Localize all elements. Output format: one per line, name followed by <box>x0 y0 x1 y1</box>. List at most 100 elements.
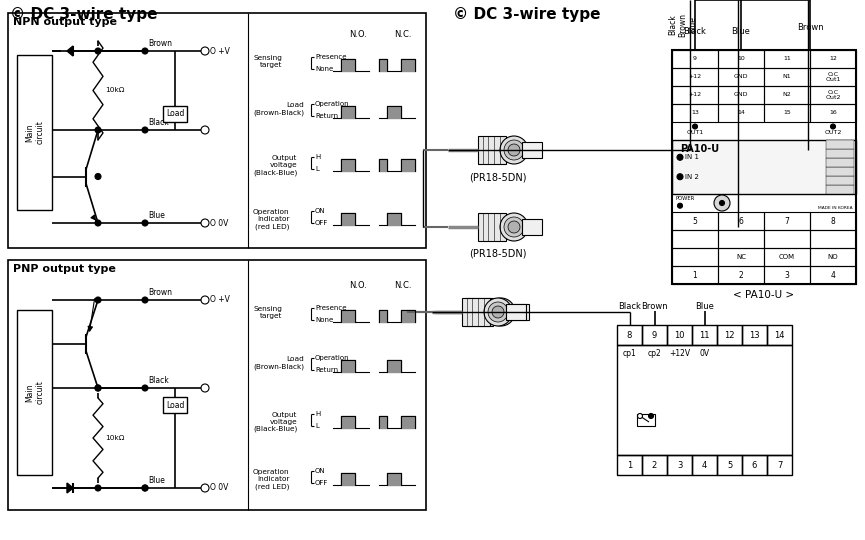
Bar <box>718 104 764 122</box>
Bar <box>478 213 506 241</box>
Text: 10kΩ: 10kΩ <box>105 87 125 93</box>
Text: L: L <box>315 423 319 429</box>
Text: 13: 13 <box>749 330 759 340</box>
Bar <box>672 50 718 68</box>
Bar <box>826 167 854 176</box>
Circle shape <box>142 485 148 491</box>
Text: 3: 3 <box>785 271 790 280</box>
Bar <box>826 176 854 185</box>
Circle shape <box>693 124 697 129</box>
Text: Blue: Blue <box>148 211 165 220</box>
Circle shape <box>677 154 683 160</box>
Text: Load
(Brown-Black): Load (Brown-Black) <box>253 356 304 369</box>
Bar <box>718 86 764 104</box>
Text: N1: N1 <box>783 75 791 79</box>
Text: Output
voltage
(Black-Blue): Output voltage (Black-Blue) <box>253 412 298 433</box>
Text: 6: 6 <box>752 461 757 469</box>
Text: O.C
Out1: O.C Out1 <box>825 72 841 83</box>
Text: 8: 8 <box>830 217 836 226</box>
Text: 5: 5 <box>693 217 697 226</box>
Text: +12: +12 <box>689 92 702 98</box>
Text: Load: Load <box>166 110 184 118</box>
Bar <box>163 397 187 413</box>
Bar <box>672 50 856 284</box>
Text: POWER: POWER <box>675 196 695 201</box>
Text: O 0V: O 0V <box>210 219 228 227</box>
Circle shape <box>495 306 507 318</box>
Text: Brown: Brown <box>148 288 172 297</box>
Text: 15: 15 <box>783 111 791 116</box>
Text: Brown: Brown <box>641 302 668 311</box>
Circle shape <box>142 297 148 303</box>
Text: 2: 2 <box>652 461 657 469</box>
Text: OUT2: OUT2 <box>824 130 842 136</box>
Text: Blue: Blue <box>695 302 714 311</box>
Circle shape <box>714 195 730 211</box>
Text: 10: 10 <box>674 330 685 340</box>
Circle shape <box>142 220 148 226</box>
Text: 9: 9 <box>652 330 657 340</box>
Circle shape <box>95 173 101 179</box>
Bar <box>742 325 767 345</box>
Circle shape <box>720 200 725 206</box>
Circle shape <box>504 217 524 237</box>
Text: Blue: Blue <box>732 27 751 36</box>
Text: Blue: Blue <box>148 476 165 485</box>
Bar <box>826 185 854 194</box>
Text: H: H <box>315 154 320 160</box>
Text: N.C.: N.C. <box>394 30 412 39</box>
Text: COM: COM <box>779 254 795 260</box>
Bar <box>767 455 792 475</box>
Circle shape <box>201 219 209 227</box>
Text: Load: Load <box>166 401 184 409</box>
Text: 8: 8 <box>627 330 632 340</box>
Bar <box>672 230 718 248</box>
Bar <box>465 298 493 326</box>
Text: < PA10-U >: < PA10-U > <box>734 290 795 300</box>
Text: Presence: Presence <box>315 305 347 311</box>
Polygon shape <box>67 483 73 493</box>
Text: Presence: Presence <box>315 54 347 60</box>
Text: PA10-U: PA10-U <box>680 144 719 154</box>
Circle shape <box>649 414 653 418</box>
Circle shape <box>487 298 515 326</box>
Bar <box>826 158 854 167</box>
Bar <box>810 248 856 266</box>
Bar <box>810 230 856 248</box>
Circle shape <box>508 221 520 233</box>
Text: Operation: Operation <box>315 355 349 361</box>
Bar <box>810 266 856 284</box>
Text: Main
circuit: Main circuit <box>25 381 44 404</box>
Bar <box>764 68 810 86</box>
Text: Black: Black <box>148 118 169 127</box>
Bar <box>718 266 764 284</box>
Circle shape <box>95 485 101 491</box>
Circle shape <box>201 384 209 392</box>
Bar <box>672 194 856 212</box>
Circle shape <box>488 302 508 322</box>
Bar <box>672 140 856 194</box>
Bar <box>717 455 742 475</box>
Text: Sensing
target: Sensing target <box>253 55 282 68</box>
Text: Output
voltage
(Black-Blue): Output voltage (Black-Blue) <box>253 155 298 176</box>
Circle shape <box>677 203 682 208</box>
Text: O +V: O +V <box>210 295 230 305</box>
Bar <box>672 266 718 284</box>
Circle shape <box>95 297 101 303</box>
Text: N.C.: N.C. <box>394 281 412 290</box>
Text: 1: 1 <box>627 461 632 469</box>
Circle shape <box>142 48 148 54</box>
Bar <box>509 304 529 320</box>
Bar <box>810 86 856 104</box>
Bar <box>826 140 854 149</box>
Bar <box>764 266 810 284</box>
Text: IN 1: IN 1 <box>685 154 699 160</box>
Text: NO: NO <box>828 254 838 260</box>
Bar <box>692 455 717 475</box>
Circle shape <box>500 213 528 241</box>
Text: None: None <box>315 66 333 72</box>
Bar <box>672 104 718 122</box>
Circle shape <box>677 174 683 180</box>
Text: Brown: Brown <box>797 23 823 32</box>
Bar <box>617 325 642 345</box>
